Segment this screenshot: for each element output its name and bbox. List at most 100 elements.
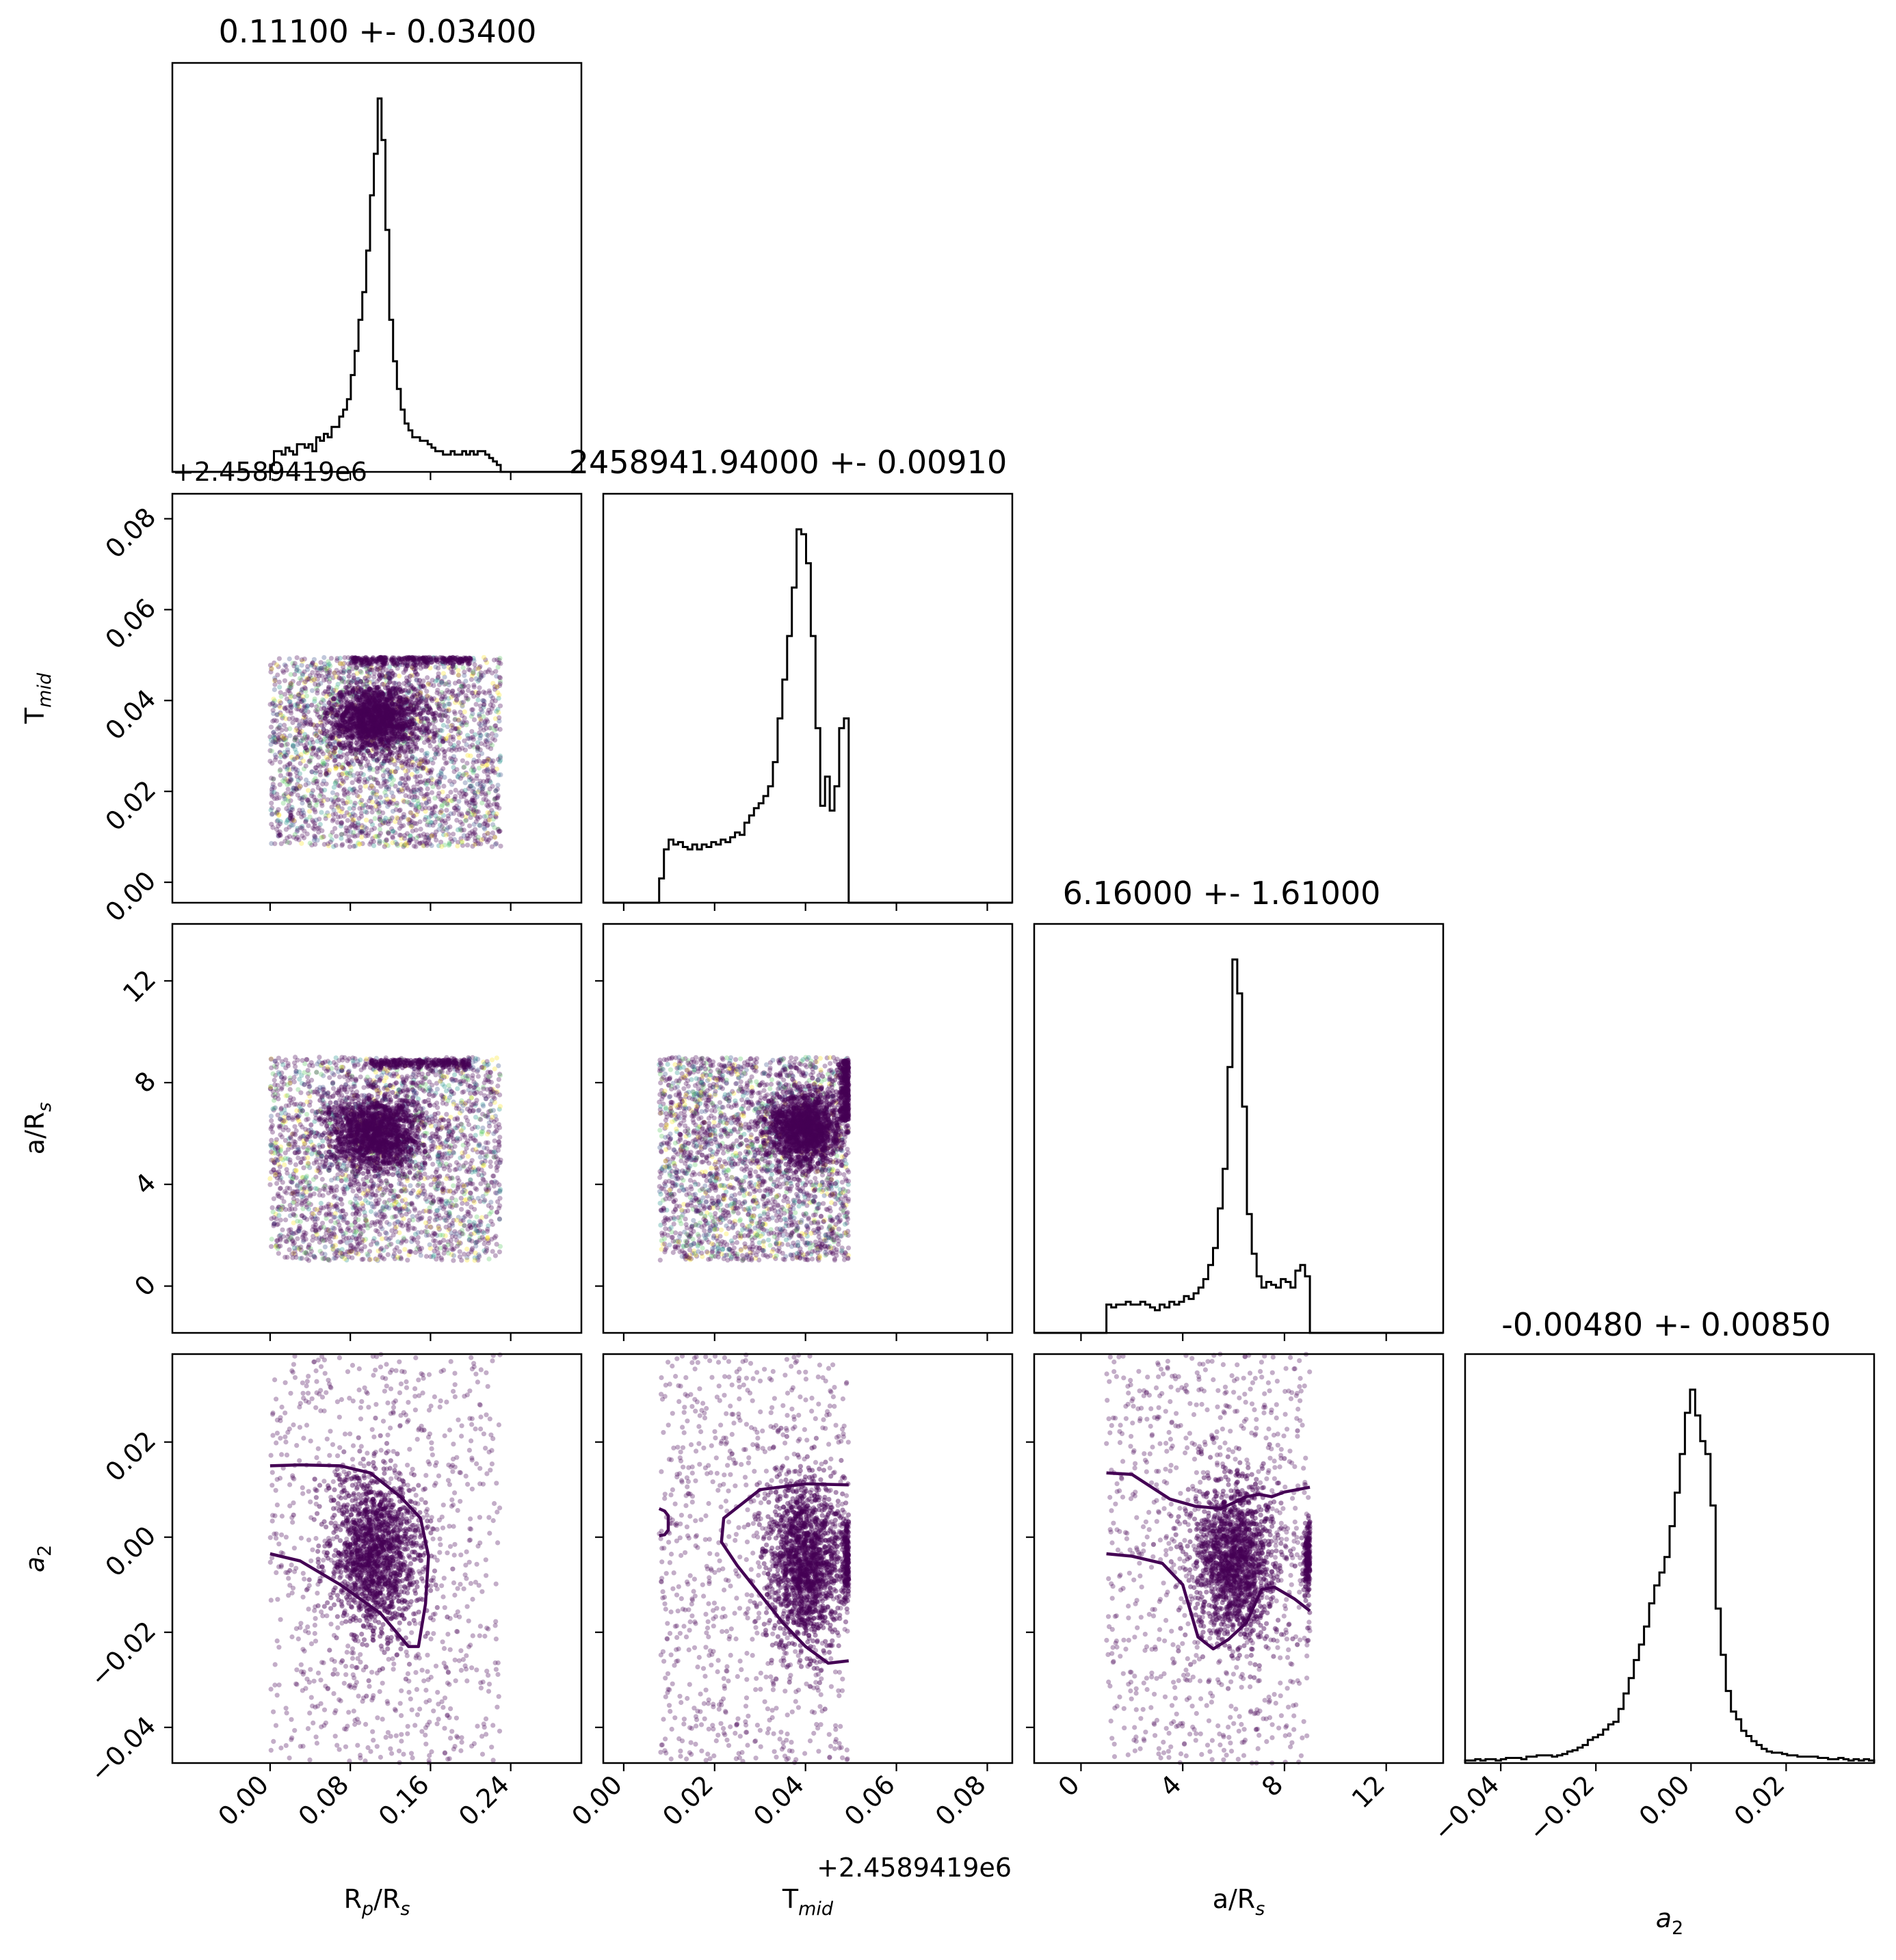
scatter-point [463, 791, 469, 797]
scatter-point [470, 810, 475, 815]
scatter-point [462, 747, 469, 753]
scatter-point [484, 802, 490, 808]
scatter-point [307, 758, 313, 763]
scatter-point [376, 804, 382, 809]
scatter-point [298, 690, 304, 696]
scatter-point [403, 700, 409, 705]
scatter-point [425, 786, 430, 792]
scatter-point [421, 708, 426, 713]
scatter-point [271, 729, 276, 735]
scatter-point [364, 817, 369, 823]
scatter-point [394, 800, 400, 806]
scatter-point [272, 796, 277, 802]
scatter-points-layer [267, 654, 1313, 1766]
scatter-point [300, 672, 306, 678]
scatter-point [338, 749, 343, 754]
scatter-point [315, 799, 320, 805]
scatter-point [473, 840, 479, 847]
scatter-point [466, 736, 473, 741]
scatter-point [283, 791, 289, 797]
scatter-point [464, 810, 471, 816]
scatter-point [468, 753, 473, 758]
scatter-point [410, 719, 415, 724]
scatter-point [352, 834, 358, 839]
scatter-point [362, 722, 368, 728]
scatter-point [340, 842, 345, 847]
scatter-point [471, 770, 476, 776]
scatter-point [389, 790, 395, 795]
scatter-point [327, 767, 332, 773]
scatter-point [290, 742, 296, 747]
scatter-point [459, 840, 464, 845]
scatter-point [413, 827, 419, 833]
scatter-point [460, 704, 465, 709]
scatter-point [374, 789, 380, 795]
scatter-point [347, 743, 352, 749]
scatter-point [345, 684, 351, 689]
scatter-point [363, 732, 369, 738]
scatter-point [330, 698, 336, 704]
scatter-point [340, 771, 345, 776]
scatter-point [292, 1124, 298, 1129]
scatter-point [307, 673, 313, 678]
scatter-point [376, 810, 382, 815]
scatter-point [418, 840, 423, 846]
scatter-point [429, 820, 435, 825]
scatter-point [460, 839, 465, 845]
scatter-point [493, 669, 499, 674]
scatter-point [365, 748, 371, 754]
scatter-point [498, 758, 503, 763]
scatter-point [456, 678, 462, 685]
scatter-point [441, 784, 447, 789]
scatter-point [490, 696, 496, 701]
scatter-point [339, 836, 344, 841]
scatter-point [481, 654, 487, 660]
scatter-point [430, 760, 436, 766]
scatter-point [405, 696, 410, 701]
scatter-point [486, 799, 491, 805]
scatter-point [298, 776, 303, 781]
scatter-point [411, 843, 417, 849]
scatter-point [362, 709, 367, 715]
scatter-point [393, 807, 399, 812]
scatter-point [349, 734, 354, 740]
scatter-point [313, 842, 318, 847]
scatter-point [412, 767, 418, 772]
scatter-point [436, 779, 442, 784]
scatter-point [285, 741, 290, 747]
scatter-point [282, 691, 288, 697]
scatter-point [396, 655, 401, 661]
scatter-point [271, 776, 276, 782]
scatter-point [459, 811, 464, 817]
scatter-point [447, 778, 453, 784]
scatter-point [345, 818, 350, 823]
scatter-point [417, 819, 423, 825]
scatter-point [417, 804, 422, 810]
scatter-point [328, 711, 334, 716]
scatter-point [402, 780, 408, 786]
scatter-point [495, 756, 501, 763]
scatter-point [363, 802, 369, 808]
scatter-point [482, 825, 487, 830]
scatter-point [339, 843, 345, 848]
scatter-point [307, 815, 313, 820]
scatter-point [404, 782, 409, 788]
scatter-point [441, 832, 447, 838]
scatter-point [357, 841, 363, 847]
scatter-point [373, 799, 380, 805]
scatter-point [423, 760, 429, 766]
scatter-point [417, 661, 423, 666]
scatter-point [373, 717, 378, 722]
scatter-point [436, 682, 443, 687]
scatter-point [351, 711, 356, 717]
scatter-point [438, 808, 444, 814]
scatter-point [384, 692, 389, 698]
scatter-point [497, 715, 502, 721]
scatter-point [368, 819, 373, 824]
scatter-point [434, 745, 440, 750]
scatter-point [414, 726, 420, 731]
scatter-point [422, 659, 427, 665]
scatter-point [328, 706, 334, 711]
scatter-point [445, 813, 451, 819]
scatter-point [469, 767, 474, 773]
